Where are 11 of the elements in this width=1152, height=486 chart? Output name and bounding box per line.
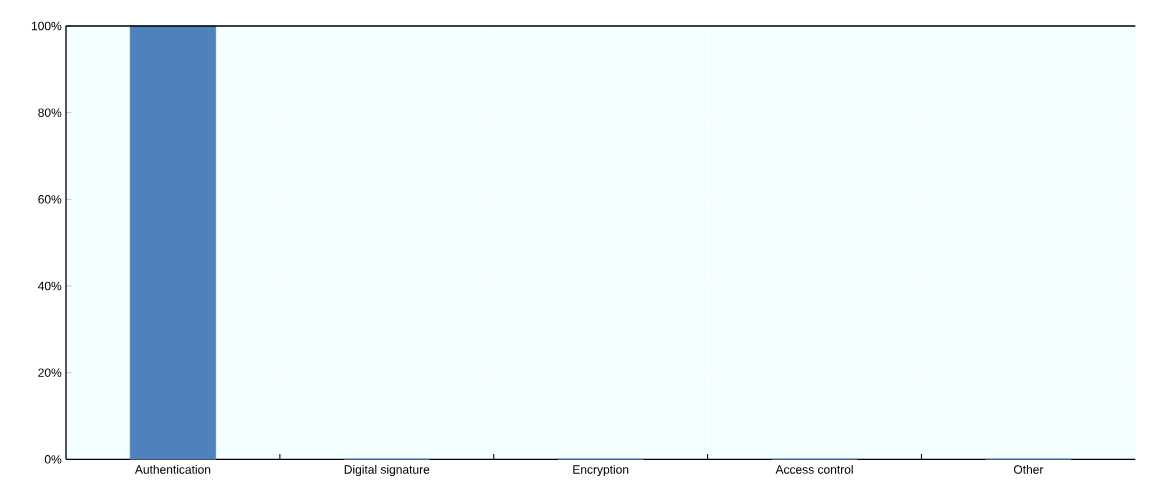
x-tick-label: Other: [1013, 464, 1044, 474]
y-tick-label: 20%: [38, 368, 62, 377]
y-tick-label: 0%: [44, 455, 62, 464]
y-tick-label: 40%: [37, 281, 62, 291]
x-tick-label: Digital signature: [344, 464, 430, 477]
x-tick-label: Access control: [775, 464, 853, 474]
x-tick-label: Authentication: [134, 464, 211, 474]
x-tick-label: Encryption: [573, 464, 629, 477]
y-tick-label: 80%: [38, 108, 62, 117]
y-tick-label: 60%: [38, 195, 62, 204]
y-tick-label: 100%: [31, 21, 62, 31]
